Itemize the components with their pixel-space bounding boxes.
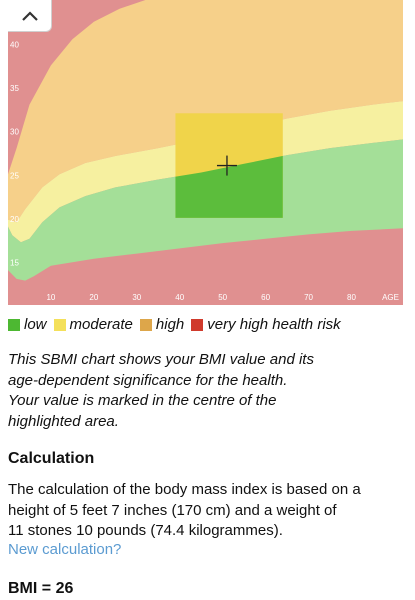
description-line: highlighted area. bbox=[8, 412, 119, 430]
calculation-line: 11 stones 10 pounds (74.4 kilogrammes). bbox=[8, 522, 283, 539]
legend-label-moderate: moderate bbox=[69, 316, 133, 333]
description-line: This SBMI chart shows your BMI value and… bbox=[8, 351, 314, 368]
bmi-result: BMI = 26 bbox=[8, 580, 74, 597]
bmi-chart: 15 20 25 30 35 40 10 20 30 40 50 60 70 80 AGE bbox=[8, 0, 403, 305]
x-tick-label: 20 bbox=[89, 293, 98, 302]
calculation-title: Calculation bbox=[8, 450, 95, 467]
x-tick-label: 30 bbox=[132, 293, 141, 302]
y-tick-label: 35 bbox=[10, 84, 19, 93]
legend-item-high: high bbox=[139, 316, 185, 333]
y-tick-label: 15 bbox=[10, 258, 19, 267]
new-calculation-link[interactable]: New calculation? bbox=[8, 541, 122, 558]
calculation-line: The calculation of the body mass index i… bbox=[8, 481, 361, 498]
zone-high bbox=[8, 0, 403, 223]
y-tick-label: 30 bbox=[10, 128, 19, 137]
description-line: Your value is marked in the centre of th… bbox=[8, 392, 277, 409]
chevron-up-icon bbox=[21, 10, 38, 21]
legend-label-very-high: very high health risk bbox=[207, 316, 341, 333]
legend-item-low: low bbox=[8, 316, 47, 333]
legend-item-very-high: very high health risk bbox=[191, 316, 341, 333]
x-tick-label: 80 bbox=[347, 293, 356, 302]
legend-swatch-high bbox=[139, 318, 152, 331]
legend-swatch-low bbox=[8, 318, 20, 331]
y-tick-label: 40 bbox=[10, 41, 19, 50]
y-tick-label: 25 bbox=[10, 171, 19, 180]
bmi-chart-svg: 15 20 25 30 35 40 10 20 30 40 50 60 70 80 AGE bbox=[8, 0, 403, 305]
x-tick-label: 70 bbox=[304, 293, 313, 302]
description-line: age-dependent significance for the healt… bbox=[8, 371, 288, 389]
calculation-text: The calculation of the body mass index i… bbox=[8, 480, 408, 542]
x-tick-label: 50 bbox=[218, 293, 227, 302]
legend-label-low: low bbox=[24, 316, 47, 333]
x-axis-label: AGE bbox=[382, 293, 399, 302]
x-tick-label: 40 bbox=[175, 293, 184, 302]
legend: low moderate high very high health risk bbox=[8, 316, 408, 333]
legend-swatch-very-high bbox=[191, 318, 204, 331]
legend-swatch-moderate bbox=[53, 318, 66, 331]
legend-item-moderate: moderate bbox=[53, 316, 133, 333]
collapse-button[interactable] bbox=[8, 0, 52, 32]
legend-label-high: high bbox=[155, 316, 185, 333]
calculation-line: height of 5 feet 7 inches (170 cm) and a… bbox=[8, 501, 337, 519]
chart-description: This SBMI chart shows your BMI value and… bbox=[8, 350, 403, 432]
zone-moderate bbox=[8, 101, 403, 243]
y-tick-label: 20 bbox=[10, 215, 19, 224]
highlight-low bbox=[175, 155, 283, 218]
x-tick-label: 10 bbox=[46, 293, 55, 302]
x-tick-label: 60 bbox=[261, 293, 270, 302]
